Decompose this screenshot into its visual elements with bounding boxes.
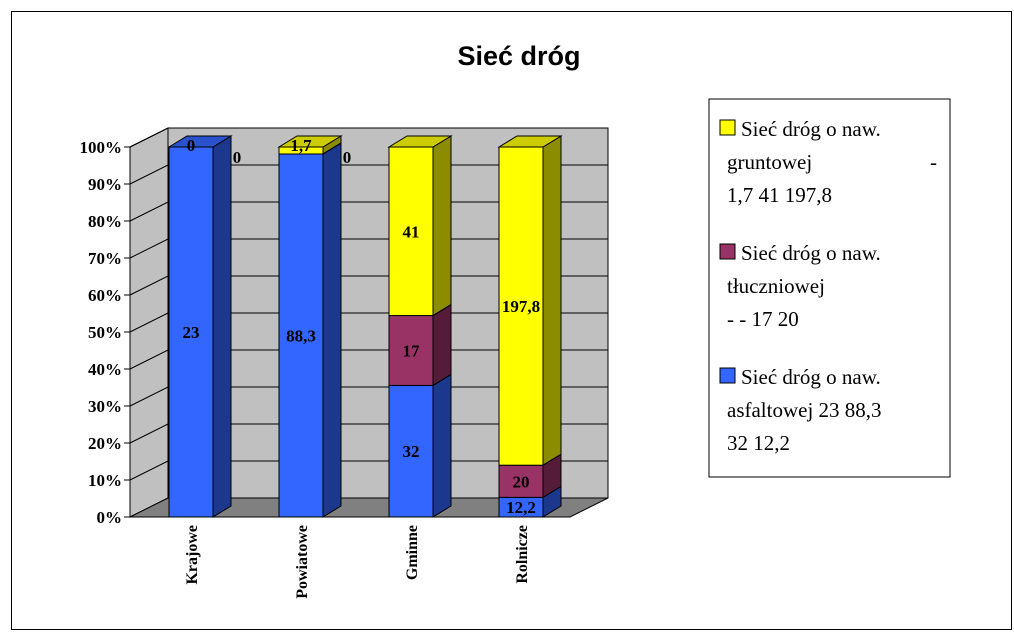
y-tick-label: 50% — [88, 323, 122, 342]
legend-text: 32 12,2 — [727, 431, 790, 455]
gridlines — [129, 127, 608, 481]
legend: Sieć dróg o naw. gruntowej 1,7 41 197,8 - Si… — [708, 98, 951, 478]
legend-dash: - — [930, 150, 937, 174]
data-label: 32 — [403, 442, 420, 461]
y-tick-label: 80% — [88, 212, 122, 231]
bar-side — [212, 135, 232, 518]
legend-text: - - 17 20 — [727, 307, 799, 331]
data-labels: 23 0 88,3 1,7 32 17 41 12,2 20 197,8 0 0 — [183, 136, 541, 517]
legend-swatch — [719, 243, 736, 260]
gridline — [129, 423, 608, 444]
legend-text: 1,7 41 197,8 — [727, 183, 832, 207]
x-category-label: Krajowe — [184, 525, 201, 585]
gridline — [129, 275, 608, 296]
data-label: 197,8 — [502, 297, 540, 316]
bar-top — [497, 135, 563, 148]
extra-data-label: 0 — [233, 148, 242, 167]
data-label: 20 — [513, 472, 530, 491]
x-category-label: Rolnicze — [514, 525, 531, 584]
bar-side — [322, 142, 342, 518]
bar-top — [387, 135, 453, 148]
x-axis-categories: Krajowe Powiatowe Gminne Rolnicze — [184, 525, 531, 599]
legend-text: asfaltowej 23 88,3 — [727, 398, 882, 422]
gridline — [129, 201, 608, 222]
x-category-label: Gminne — [404, 525, 421, 580]
extra-data-label: 0 — [343, 148, 352, 167]
data-label: 0 — [187, 136, 196, 155]
bar-side — [432, 135, 452, 317]
bar-segment — [498, 146, 544, 466]
bar-segment — [278, 153, 324, 518]
data-label: 1,7 — [290, 136, 312, 155]
legend-text: tłuczniowej — [727, 274, 825, 298]
y-tick-label: 40% — [88, 360, 122, 379]
y-tick-label: 70% — [88, 249, 122, 268]
gridline — [129, 460, 608, 481]
legend-text: Sieć dróg o naw. — [741, 241, 881, 265]
legend-swatch — [719, 367, 736, 384]
gridline — [129, 349, 608, 370]
legend-box — [708, 98, 951, 478]
y-axis: 0% 10% 20% 30% 40% 50% 60% 70% 80% 90% 100% — [80, 138, 570, 527]
legend-text: Sieć dróg o naw. — [741, 117, 881, 141]
bars — [167, 135, 563, 518]
data-label: 88,3 — [286, 326, 316, 345]
gridline — [129, 238, 608, 259]
y-tick-label: 100% — [80, 138, 123, 157]
bar-top — [277, 135, 343, 148]
y-tick-label: 90% — [88, 175, 122, 194]
bar-side — [432, 373, 452, 518]
data-label: 17 — [403, 342, 421, 361]
data-label: 23 — [183, 323, 200, 342]
legend-text: Sieć dróg o naw. — [741, 365, 881, 389]
bar-side — [542, 135, 562, 467]
chart-title: Sieć dróg — [457, 41, 580, 71]
y-tick-label: 0% — [97, 508, 123, 527]
x-category-label: Powiatowe — [294, 525, 311, 599]
bar-segment — [388, 384, 434, 518]
y-tick-label: 30% — [88, 397, 122, 416]
bar-segment — [168, 146, 214, 518]
gridline — [129, 127, 608, 148]
gridline — [129, 312, 608, 333]
data-label: 12,2 — [506, 498, 536, 517]
legend-swatch — [719, 119, 736, 136]
bar-segment — [388, 146, 434, 317]
y-tick-label: 20% — [88, 434, 122, 453]
bar-top — [167, 135, 233, 148]
gridline — [129, 386, 608, 407]
gridline — [129, 164, 608, 185]
y-tick-label: 10% — [88, 471, 122, 490]
y-tick-label: 60% — [88, 286, 122, 305]
bar-side — [432, 303, 452, 387]
legend-text: gruntowej — [727, 150, 812, 174]
data-label: 41 — [403, 222, 420, 241]
